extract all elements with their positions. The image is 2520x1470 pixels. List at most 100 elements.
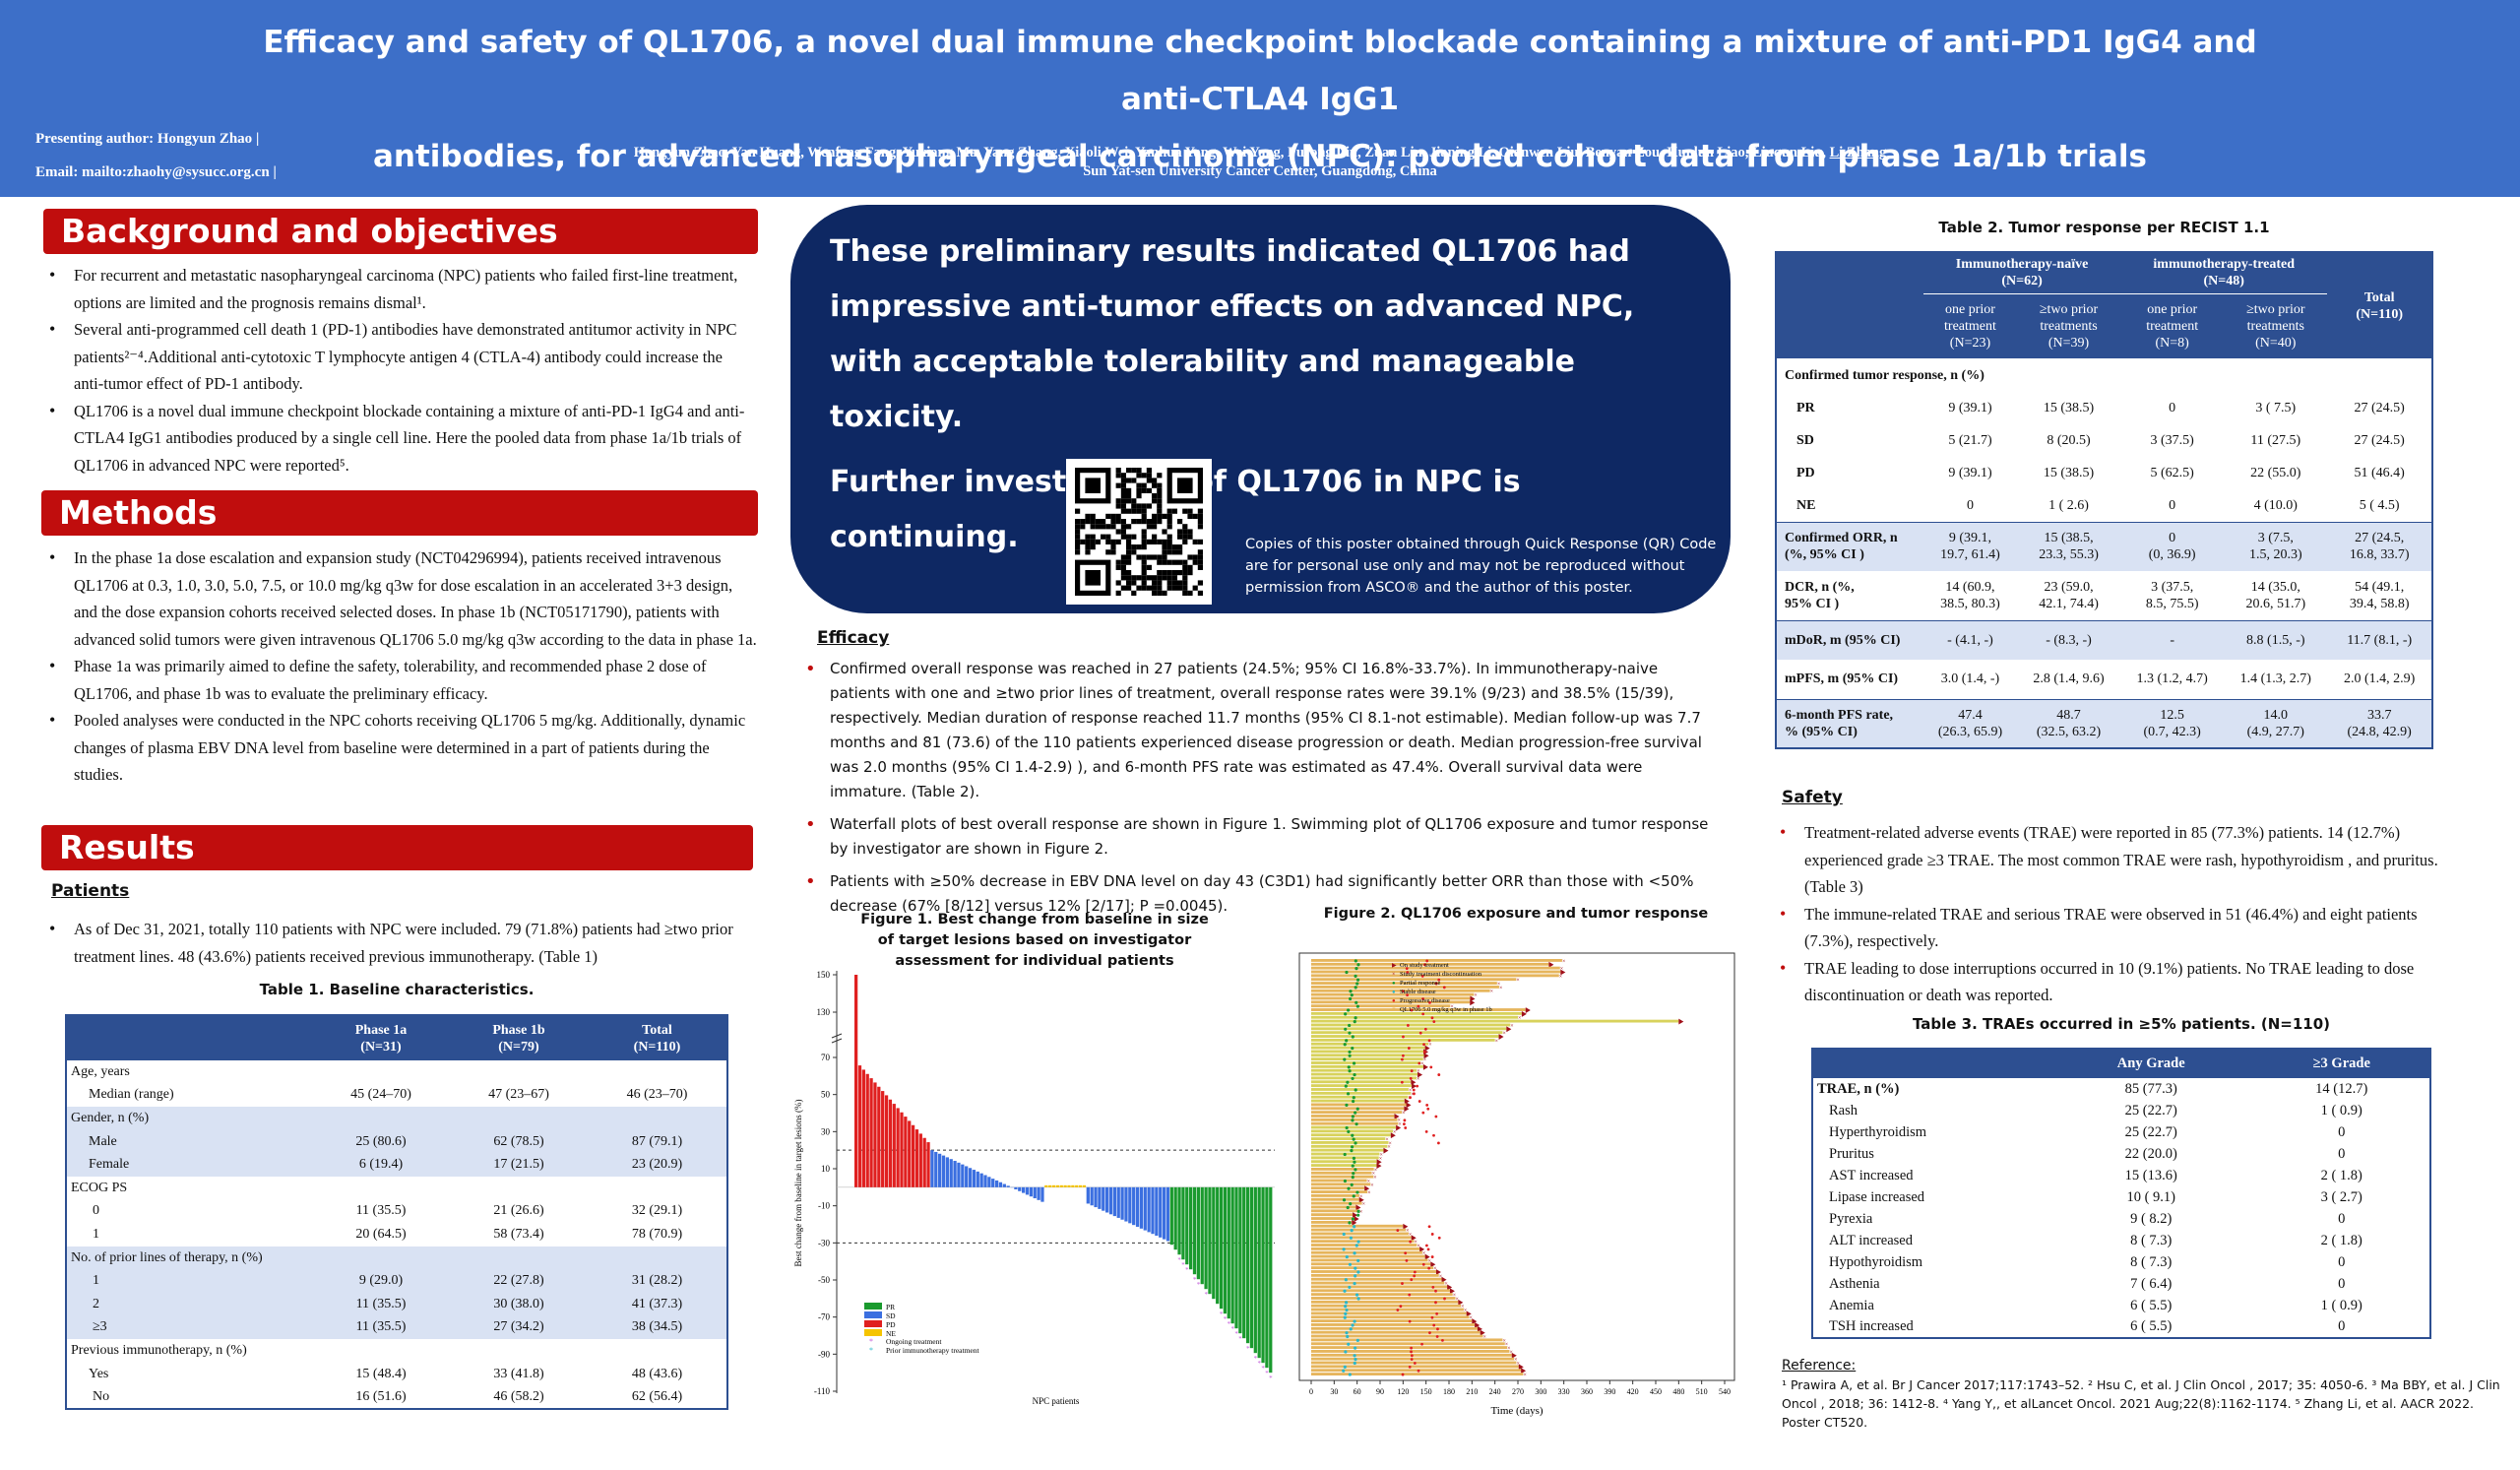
bar-ne [1059, 1184, 1063, 1187]
table2-cell: 0 [1966, 497, 1974, 513]
references-text: ¹ Prawira A, et al. Br J Cancer 2017;117… [1782, 1377, 2500, 1430]
patient-bar [1311, 1061, 1421, 1064]
discontinuation-marker: × [1370, 1182, 1373, 1188]
patient-bar [1311, 1209, 1359, 1213]
on-study-arrow [1376, 1159, 1382, 1166]
table-row: 2 11 (35.5) 30 (38.0) 41 (37.3) [66, 1292, 727, 1316]
poster-title: Efficacy and safety of QL1706, a novel d… [226, 14, 2294, 185]
bar-sd [1151, 1186, 1155, 1235]
response-marker [1343, 1289, 1347, 1293]
response-marker [1354, 1358, 1357, 1362]
progression-marker [1434, 1289, 1437, 1293]
qr-module [1182, 585, 1188, 591]
bar-sd [1112, 1186, 1116, 1217]
response-marker [1354, 1000, 1358, 1004]
table2-cell: 0 [2169, 401, 2176, 415]
bar-pd [908, 1120, 912, 1187]
table1-cell: 30 (38.0) [449, 1292, 588, 1316]
qr-module [1075, 544, 1081, 550]
response-marker [1345, 1331, 1349, 1335]
table-row: Asthenia 7 ( 6.4) 0 [1812, 1273, 2430, 1295]
table-row: ALT increased 8 ( 7.3) 2 ( 1.8) [1812, 1230, 2430, 1251]
qr-module [1182, 529, 1188, 535]
bar-pr [1219, 1186, 1224, 1310]
qr-module [1192, 513, 1198, 519]
patient-bar [1311, 996, 1471, 1000]
response-marker [1354, 1016, 1357, 1020]
discontinuation-marker: × [1516, 978, 1519, 984]
bar-ne [1071, 1184, 1075, 1187]
patient-bar [1311, 1289, 1450, 1293]
qr-module [1080, 539, 1086, 544]
response-marker [1350, 1182, 1354, 1186]
table1-cell: 62 (56.4) [631, 1388, 683, 1404]
table2-cell: 12.5 (0.7, 42.3) [2120, 699, 2225, 748]
progression-marker [1410, 1008, 1414, 1012]
qr-module [1166, 524, 1172, 530]
affiliation: Sun Yat-sen University Cancer Center, Gu… [1083, 163, 1437, 179]
table-row: Previous immunotherapy, n (%) [66, 1339, 727, 1363]
qr-module [1152, 534, 1158, 540]
progression-marker [1436, 1141, 1440, 1145]
response-marker [1352, 1096, 1355, 1100]
bar-pd [884, 1095, 889, 1187]
discontinuation-marker: × [1483, 1334, 1486, 1340]
table-row: 1 20 (64.5) 58 (73.4) 78 (70.9) [66, 1223, 727, 1246]
progression-marker [1422, 1051, 1426, 1054]
qr-module [1090, 544, 1096, 550]
methods-bullet: Pooled analyses were conducted in the NP… [41, 707, 760, 789]
table2-cell: 5 (21.7) [1948, 433, 1992, 448]
qr-finder [1085, 478, 1101, 493]
qr-module [1162, 559, 1167, 565]
bar-pr [1265, 1186, 1269, 1369]
response-marker [1342, 1369, 1346, 1373]
table1-cell: 46 (23–70) [626, 1087, 688, 1103]
qr-module [1075, 529, 1081, 535]
bar-ne [1055, 1184, 1060, 1187]
progression-marker [1418, 1100, 1421, 1103]
qr-module [1120, 554, 1126, 560]
on-study-arrow [1480, 1329, 1485, 1336]
qr-module [1152, 498, 1158, 504]
title-line-1: Efficacy and safety of QL1706, a novel d… [263, 25, 2257, 117]
qr-module [1090, 539, 1096, 544]
qr-module [1152, 524, 1158, 530]
qr-module [1115, 473, 1121, 479]
table1-cell: 11 (35.5) [355, 1203, 407, 1219]
table2-cell: 22 (55.0) [2250, 466, 2301, 480]
efficacy-list: Confirmed overall response was reached i… [797, 657, 1715, 927]
patient-bar [1311, 962, 1549, 966]
patient-bar [1311, 1160, 1377, 1164]
table2-cell: 27 (24.5, 16.8, 33.7) [2327, 522, 2432, 571]
table2-cell: 51 (46.4) [2354, 466, 2405, 480]
discontinuation-marker: × [1359, 1194, 1362, 1200]
qr-code[interactable] [1066, 459, 1212, 605]
discontinuation-marker: × [1562, 959, 1565, 965]
discontinuation-marker: × [1367, 1179, 1370, 1184]
x-tick-label: 510 [1696, 1387, 1708, 1396]
bar-sd [1162, 1186, 1166, 1240]
response-marker [1346, 1092, 1351, 1096]
x-tick-label: 180 [1443, 1387, 1455, 1396]
bar-sd [957, 1162, 961, 1187]
table-row: Anemia 6 ( 5.5) 1 ( 0.9) [1812, 1295, 2430, 1316]
table2-row-label: mDoR, m (95% CI) [1776, 620, 1923, 660]
presenter-email[interactable]: Email: mailto:zhaohy@sysucc.org.cn [35, 164, 270, 180]
patient-bar [1311, 1273, 1439, 1277]
table-row: Confirmed ORR, n (%, 95% CI ) 9 (39.1, 19… [1776, 522, 2432, 571]
on-study-arrow [1521, 1010, 1527, 1017]
bar-pd [854, 975, 858, 1187]
qr-module [1171, 508, 1177, 514]
patient-bar [1311, 1338, 1503, 1342]
qr-module [1171, 559, 1177, 565]
qr-module [1152, 554, 1158, 560]
response-marker [1353, 1361, 1356, 1366]
table1-cell [312, 1246, 450, 1270]
discontinuation-marker: × [1409, 1088, 1412, 1094]
bar-sd [994, 1180, 999, 1187]
qr-module [1126, 580, 1132, 586]
response-marker [1346, 1334, 1350, 1339]
patient-bar [1311, 1197, 1359, 1201]
qr-module [1085, 544, 1091, 550]
patient-bar [1311, 1038, 1495, 1042]
